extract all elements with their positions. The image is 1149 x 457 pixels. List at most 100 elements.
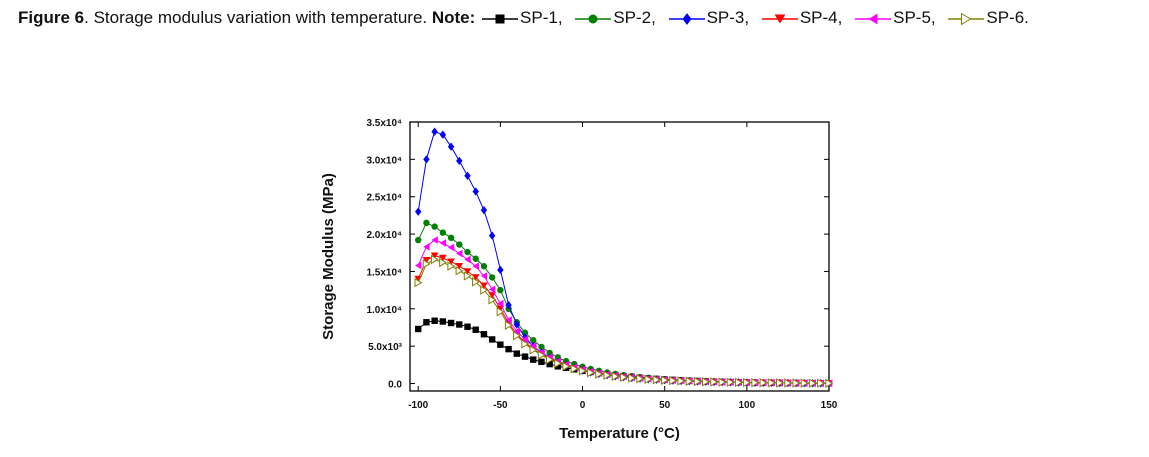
data-point (537, 350, 546, 360)
legend-swatch (761, 14, 798, 24)
data-point (447, 243, 455, 252)
data-point (570, 364, 579, 374)
series-sp-2 (415, 219, 833, 387)
legend-swatch (855, 13, 892, 24)
data-point (497, 299, 504, 308)
data-point (414, 277, 423, 288)
legend-marker-sp-5 (868, 13, 878, 24)
data-point (464, 171, 471, 180)
series-sp-6 (414, 254, 834, 388)
data-point (521, 339, 530, 349)
data-point (447, 319, 455, 327)
y-tick-label: 3.0x10⁴ (366, 155, 402, 166)
data-point (430, 252, 439, 259)
legend-label: SP-1, (520, 8, 563, 27)
data-point (767, 378, 776, 388)
data-point (734, 377, 743, 388)
figure-caption: Figure 6. Storage modulus variation with… (18, 3, 1138, 33)
data-point (472, 262, 479, 271)
data-point (817, 378, 825, 388)
data-point (677, 376, 686, 386)
y-axis-title: Storage Modulus (MPa) (320, 173, 337, 340)
data-point (562, 361, 571, 372)
data-point (693, 376, 702, 387)
y-tick-label: 2.0x10⁴ (366, 230, 402, 241)
data-point (464, 323, 471, 330)
series-sp-4 (414, 252, 833, 387)
data-point (472, 277, 480, 287)
data-point (685, 376, 694, 386)
series-line-sp-2 (417, 222, 829, 384)
x-tick-label: -50 (493, 400, 508, 411)
x-axis-title: Temperature (°C) (559, 425, 680, 442)
data-point (825, 378, 834, 388)
legend-label: SP-6. (986, 8, 1029, 27)
data-point (578, 366, 587, 376)
data-point (447, 234, 455, 242)
data-point (530, 336, 537, 344)
data-point (464, 255, 471, 264)
data-point (463, 268, 472, 275)
data-point (480, 285, 489, 295)
data-point (422, 257, 431, 264)
legend-marker-sp-4 (774, 14, 786, 24)
data-point (480, 206, 488, 215)
data-point (497, 286, 504, 294)
data-point (611, 371, 620, 382)
data-point (480, 282, 488, 289)
y-tick-label: 5.0x10³ (368, 342, 403, 353)
data-point (422, 259, 431, 269)
storage-modulus-chart: -100 -50 0 50 100 150 0.0 5.0x10³ 1.0x10⁴ 1.5x10⁴… (320, 118, 838, 442)
data-point (488, 231, 496, 240)
series-line-sp-4 (417, 255, 829, 384)
x-tick-label: 100 (738, 400, 755, 411)
data-point (430, 254, 439, 265)
data-point (431, 317, 438, 324)
data-point (751, 377, 760, 388)
data-point (505, 300, 512, 310)
data-point (504, 320, 513, 330)
data-point (472, 326, 479, 333)
data-point (415, 236, 422, 244)
data-point (488, 274, 496, 281)
data-point (784, 378, 793, 388)
legend-label: SP-3, (706, 8, 750, 27)
y-tick-label: 0.0 (388, 380, 402, 391)
data-point (776, 378, 784, 388)
data-point (513, 350, 521, 357)
plot-area (414, 127, 834, 388)
data-point (423, 242, 430, 251)
data-point (808, 378, 817, 388)
y-tick-label: 2.5x10⁴ (366, 193, 402, 204)
data-point (431, 127, 438, 136)
data-point (652, 375, 661, 385)
data-point (455, 265, 464, 276)
data-point (669, 375, 678, 386)
data-point (439, 130, 447, 139)
data-point (415, 207, 422, 216)
legend-item-sp-6: SP-6. (946, 3, 1035, 33)
data-point (480, 272, 488, 280)
legend: SP-1, SP-2, SP-3, SP-4, SP-5, SP-6. (480, 8, 1035, 27)
legend-marker-sp-1 (495, 14, 505, 24)
data-point (628, 373, 636, 383)
data-point (538, 358, 545, 366)
data-point (521, 335, 529, 344)
legend-label: SP-5, (893, 8, 936, 27)
note-label: Note: (431, 8, 476, 27)
legend-item-sp-3: SP-3, (667, 3, 756, 33)
data-point (439, 239, 447, 247)
data-point (710, 377, 719, 387)
data-point (743, 377, 752, 388)
data-point (718, 377, 727, 387)
data-point (521, 353, 529, 360)
data-point (488, 336, 496, 343)
x-tick-label: 0 (580, 400, 586, 411)
y-tick-label: 1.5x10⁴ (366, 267, 402, 278)
legend-marker-sp-2 (588, 14, 598, 24)
y-tick-label: 3.5x10⁴ (366, 118, 402, 129)
x-tick-label: -100 (408, 400, 428, 411)
data-point (587, 367, 595, 378)
data-point (431, 236, 438, 244)
data-point (513, 320, 521, 329)
